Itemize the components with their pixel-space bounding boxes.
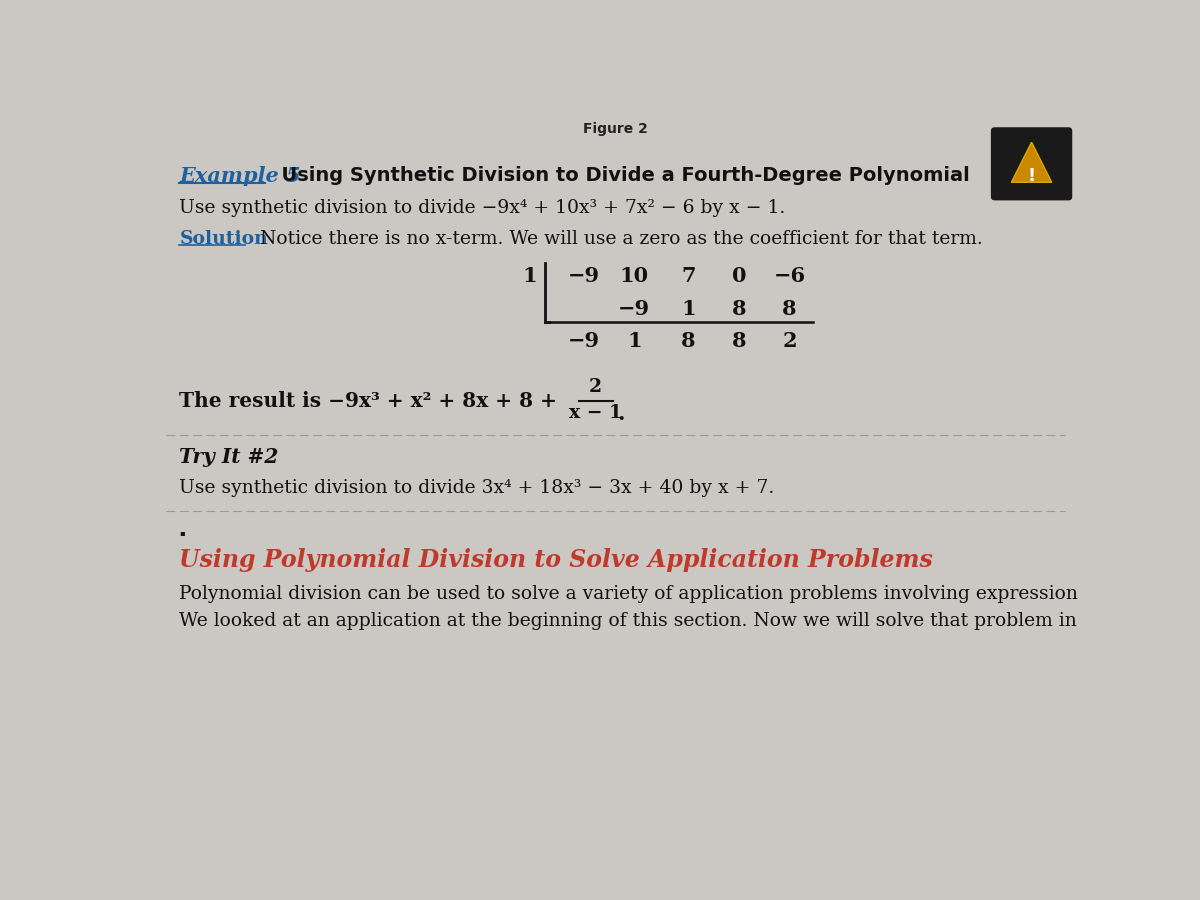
Text: ▪: ▪ xyxy=(180,527,185,536)
Text: −6: −6 xyxy=(773,266,805,286)
Text: Use synthetic division to divide 3x⁴ + 18x³ − 3x + 40 by x + 7.: Use synthetic division to divide 3x⁴ + 1… xyxy=(180,479,775,497)
Text: 1: 1 xyxy=(628,331,642,351)
Text: 1: 1 xyxy=(682,299,696,319)
Text: Notice there is no x-term. We will use a zero as the coefficient for that term.: Notice there is no x-term. We will use a… xyxy=(247,230,983,248)
Text: Using Polynomial Division to Solve Application Problems: Using Polynomial Division to Solve Appli… xyxy=(180,548,934,572)
Text: Figure 2: Figure 2 xyxy=(582,122,648,136)
Text: Try It #2: Try It #2 xyxy=(180,446,278,467)
Text: 8: 8 xyxy=(782,299,797,319)
Text: The result is −9x³ + x² + 8x + 8 +: The result is −9x³ + x² + 8x + 8 + xyxy=(180,392,564,411)
Polygon shape xyxy=(1012,142,1051,183)
Text: 2: 2 xyxy=(589,378,602,396)
Text: −9: −9 xyxy=(568,266,600,286)
Text: Using Synthetic Division to Divide a Fourth-Degree Polynomial: Using Synthetic Division to Divide a Fou… xyxy=(268,166,970,184)
Text: 8: 8 xyxy=(732,331,746,351)
Text: x − 1: x − 1 xyxy=(569,404,622,422)
FancyBboxPatch shape xyxy=(991,127,1073,201)
Text: 7: 7 xyxy=(682,266,696,286)
Text: !: ! xyxy=(1027,167,1036,185)
Text: 1: 1 xyxy=(523,266,538,286)
Text: 8: 8 xyxy=(732,299,746,319)
Text: .: . xyxy=(617,403,625,425)
Text: −9: −9 xyxy=(568,331,600,351)
Text: 0: 0 xyxy=(732,266,746,286)
Text: 2: 2 xyxy=(782,331,797,351)
Text: Use synthetic division to divide −9x⁴ + 10x³ + 7x² − 6 by x − 1.: Use synthetic division to divide −9x⁴ + … xyxy=(180,199,786,217)
Text: Polynomial division can be used to solve a variety of application problems invol: Polynomial division can be used to solve… xyxy=(180,585,1079,603)
Text: 8: 8 xyxy=(682,331,696,351)
Text: −9: −9 xyxy=(618,299,650,319)
Text: We looked at an application at the beginning of this section. Now we will solve : We looked at an application at the begin… xyxy=(180,612,1078,630)
Text: 10: 10 xyxy=(620,266,649,286)
Text: Solution: Solution xyxy=(180,230,269,248)
Text: Example 5: Example 5 xyxy=(180,166,301,185)
